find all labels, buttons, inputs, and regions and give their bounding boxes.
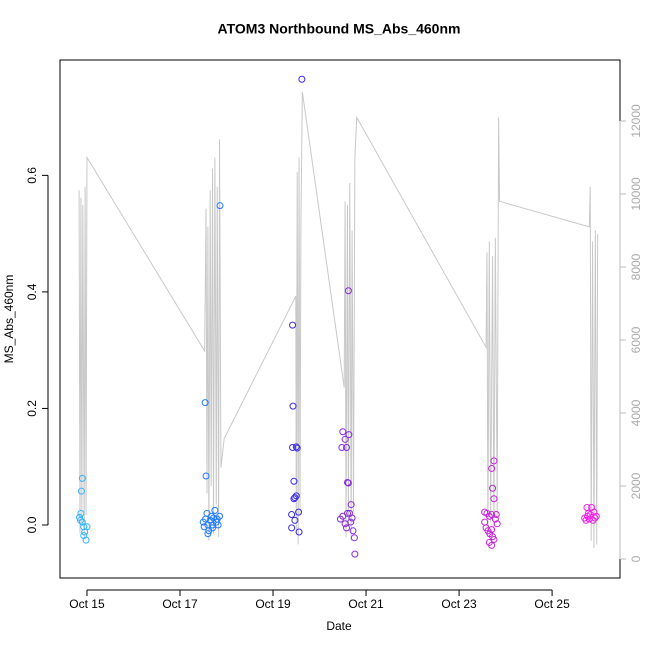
data-point	[339, 428, 347, 436]
y2-tick-label: 0	[629, 555, 643, 562]
data-point	[492, 510, 500, 518]
data-point	[211, 506, 219, 514]
x-tick-label: Oct 19	[255, 597, 291, 611]
data-point	[344, 479, 352, 487]
data-point	[288, 524, 296, 532]
plot-frame	[59, 59, 621, 579]
data-point	[338, 443, 346, 451]
data-point	[490, 495, 498, 503]
data-point	[82, 536, 90, 544]
data-point	[348, 514, 356, 522]
data-point	[208, 512, 216, 520]
data-point	[481, 518, 489, 526]
data-point	[488, 510, 496, 518]
data-point	[343, 509, 351, 517]
data-point	[582, 516, 590, 524]
data-point	[289, 443, 297, 451]
data-point	[216, 512, 224, 520]
y-tick-label: 0.4	[25, 283, 39, 300]
y2-tick-label: 6000	[629, 326, 643, 353]
x-tick-label: Oct 23	[441, 597, 477, 611]
data-point	[341, 435, 349, 443]
data-point	[292, 492, 300, 500]
x-tick-label: Oct 17	[162, 597, 198, 611]
data-point	[349, 527, 357, 535]
data-point	[204, 530, 212, 538]
chart-title: ATOM3 Northbound MS_Abs_460nm	[218, 21, 461, 37]
data-point	[291, 516, 299, 524]
line-series	[78, 91, 599, 549]
data-point	[344, 287, 352, 295]
data-point	[345, 431, 353, 439]
data-point	[347, 518, 355, 526]
data-point	[290, 477, 298, 485]
data-point	[591, 514, 599, 522]
data-point	[80, 523, 88, 531]
data-point	[583, 512, 591, 520]
data-point	[490, 457, 498, 465]
data-point	[77, 487, 85, 495]
data-point	[200, 523, 208, 531]
data-point	[489, 484, 497, 492]
data-point	[488, 464, 496, 472]
x-tick-label: Oct 21	[348, 597, 384, 611]
data-point	[288, 510, 296, 518]
y-tick-label: 0.0	[25, 516, 39, 533]
data-point	[83, 523, 91, 531]
y2-tick-label: 10000	[629, 177, 643, 211]
data-point	[216, 202, 224, 210]
data-point	[493, 520, 501, 528]
data-point	[77, 509, 85, 517]
data-point	[295, 508, 303, 516]
data-point	[491, 515, 499, 523]
data-point	[293, 444, 301, 452]
data-point	[350, 534, 358, 542]
x-axis-label: Date	[326, 619, 352, 633]
data-point	[202, 472, 210, 480]
data-point	[347, 501, 355, 509]
data-point	[592, 512, 600, 520]
data-point	[209, 521, 217, 529]
data-point	[343, 524, 351, 532]
data-point	[289, 321, 297, 329]
y2-tick-label: 2000	[629, 472, 643, 499]
data-point	[343, 443, 351, 451]
y2-tick-label: 8000	[629, 253, 643, 280]
data-point	[289, 402, 297, 410]
data-point	[298, 75, 306, 83]
data-point	[291, 494, 299, 502]
y-tick-label: 0.6	[25, 167, 39, 184]
data-point	[488, 541, 496, 549]
data-point	[209, 524, 217, 532]
y-tick-label: 0.2	[25, 400, 39, 417]
data-point	[351, 550, 359, 558]
y-axis-label: MS_Abs_460nm	[2, 275, 16, 364]
data-point	[201, 399, 209, 407]
y2-tick-label: 4000	[629, 399, 643, 426]
x-tick-label: Oct 15	[69, 597, 105, 611]
data-point	[78, 474, 86, 482]
x-tick-label: Oct 25	[534, 597, 570, 611]
data-point	[78, 518, 86, 526]
data-point	[488, 526, 496, 534]
y2-tick-label: 12000	[629, 104, 643, 138]
data-point	[292, 443, 300, 451]
data-point	[76, 516, 84, 524]
data-point	[295, 528, 303, 536]
